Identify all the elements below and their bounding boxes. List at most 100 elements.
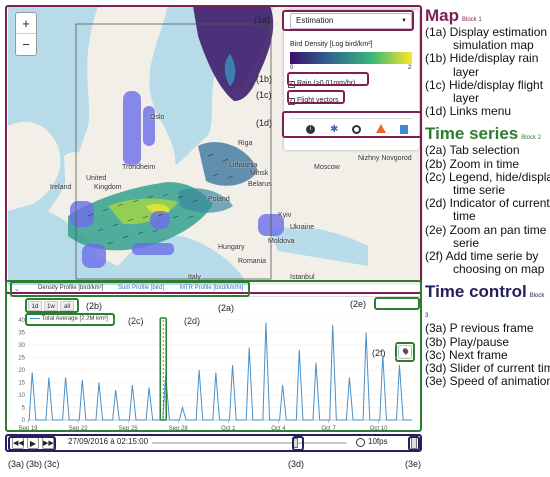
- x-tick-label: Sep 22: [69, 426, 89, 432]
- place-label: Riga: [238, 140, 253, 147]
- callout-2f-label: (2f): [372, 348, 386, 358]
- y-tick-label: 30: [18, 343, 25, 349]
- zoom-in-button[interactable]: +: [16, 13, 36, 34]
- collapse-chevron-icon[interactable]: ⌄: [14, 286, 20, 293]
- place-label: Kyiv: [278, 212, 292, 219]
- add-series-button[interactable]: [398, 345, 412, 359]
- callout-3a-box: [8, 436, 56, 451]
- description-line: serie: [453, 235, 480, 250]
- map-zoom-control: + −: [15, 12, 37, 56]
- timecontrol-section-heading: Time control: [425, 282, 527, 302]
- callout-2d-label: (2d): [184, 316, 201, 326]
- callout-2f-box: [395, 342, 415, 362]
- callout-1a-box: [282, 10, 414, 31]
- description-line: (2a) Tab selection: [425, 143, 520, 158]
- place-label: Italy: [188, 274, 201, 281]
- tab-density-profile[interactable]: Density Profile [bird/km²]: [38, 285, 104, 291]
- zoom-all-button[interactable]: all: [60, 301, 74, 311]
- zoom-out-button[interactable]: −: [22, 37, 30, 52]
- place-label: Nizhny Novgorod: [358, 155, 412, 162]
- place-label: United: [86, 175, 107, 182]
- x-tick-label: Sep 19: [18, 426, 38, 432]
- rain-toggle-label: Rain (>0.01mm/hr): [296, 80, 356, 87]
- description-line: (2d) Indicator of current: [425, 196, 550, 211]
- description-line: simulation map: [453, 38, 534, 53]
- series-line: [28, 322, 412, 421]
- time-slider-track[interactable]: [152, 438, 347, 448]
- flight-vectors-label: Flight vectors: [296, 97, 339, 104]
- callout-3c-label: (3c): [44, 459, 60, 469]
- legend-line-icon: [30, 317, 40, 319]
- place-label: Oslo: [150, 114, 165, 121]
- callout-1c-label: (1c): [256, 90, 272, 100]
- series-legend[interactable]: Total Average [2.2M km²]: [30, 316, 108, 322]
- x-tick-label: Oct 10: [370, 426, 388, 432]
- description-line: (1b) Hide/display rain: [425, 51, 539, 66]
- description-line: (1c) Hide/display flight: [425, 77, 544, 92]
- block-3-tag: Block 3: [425, 293, 545, 320]
- callout-3d-box: [292, 436, 304, 451]
- callout-3e-box: [408, 436, 420, 451]
- time-zoom-buttons: 1d 1w all: [28, 301, 76, 311]
- data-icon[interactable]: [400, 125, 408, 134]
- block-2-tag: Block 2: [521, 135, 541, 142]
- zoom-1d-button[interactable]: 1d: [28, 301, 42, 311]
- y-tick-label: 25: [18, 356, 25, 362]
- callout-2a-box: [10, 281, 250, 297]
- time-control-bar: ◀◀ ▶ ▶▶ 27/09/2016 à 02:15:00 10fps: [10, 436, 420, 450]
- callout-1d-label: (1d): [256, 118, 273, 128]
- callout-1c-box: [287, 90, 345, 104]
- description-line: (3b) Play/pause: [425, 334, 510, 349]
- callout-1b-box: [287, 72, 369, 86]
- place-label: Romania: [238, 258, 267, 265]
- place-label: Minsk: [250, 170, 269, 177]
- map-mode-value: Estimation: [296, 16, 334, 25]
- settings-icon[interactable]: ✱: [330, 124, 339, 135]
- description-line: (3a) P revious frame: [425, 321, 534, 336]
- density-colorbar: [290, 52, 412, 64]
- timeseries-description-list: (2a) Tab selection (2b) Zoom in time (2c) …: [425, 143, 550, 276]
- zoom-1w-button[interactable]: 1w: [44, 301, 58, 311]
- description-line: (2f) Add time serie by: [425, 249, 539, 264]
- density-legend-min: 0: [290, 65, 294, 71]
- x-tick-label: Oct 4: [271, 426, 286, 432]
- timecontrol-section-title: Time control Block 3: [425, 282, 549, 322]
- matlab-icon[interactable]: [376, 124, 386, 133]
- timeseries-section-title: Time series Block 2: [425, 124, 549, 144]
- map-controls-panel: Estimation ▼ Bird Density [Log bird/km²]…: [284, 10, 419, 150]
- description-line: (3e) Speed of animation: [425, 374, 550, 389]
- block-3-outline: [5, 434, 422, 452]
- y-tick-label: 0: [22, 418, 26, 424]
- description-line: time serie: [453, 183, 506, 198]
- tab-sum-profile[interactable]: Sum Profile [bird]: [118, 285, 165, 291]
- map-mode-select[interactable]: Estimation ▼: [290, 13, 412, 29]
- callout-1a-label: (1a): [254, 15, 271, 25]
- x-tick-label: Oct 7: [321, 426, 336, 432]
- description-line: layer: [453, 91, 480, 106]
- block-1-outline: [5, 5, 422, 294]
- info-icon[interactable]: i: [306, 125, 315, 134]
- time-series-chart[interactable]: 0 5 10 15 20 25 30 35 40 Sep 19 Sep 22 Sep 25 Sep 28…: [8, 312, 422, 432]
- description-line: (2e) Zoom an pan time: [425, 222, 547, 237]
- callout-2c-box: [25, 313, 115, 326]
- clock-icon: [356, 438, 365, 447]
- y-tick-label: 35: [18, 331, 25, 337]
- place-label: Istanbul: [290, 274, 315, 281]
- map-view[interactable]: Trondheim Oslo Riga Lithuania Belarus Mi…: [8, 6, 423, 285]
- place-label: Ukraine: [290, 224, 315, 231]
- animation-speed-value[interactable]: 10fps: [368, 437, 388, 446]
- place-label: Moldova: [268, 238, 295, 245]
- callout-3b-label: (3b): [26, 459, 43, 469]
- github-icon[interactable]: [352, 125, 361, 134]
- description-line: (3d) Slider of current time: [425, 361, 550, 376]
- place-label: Ireland: [50, 184, 72, 191]
- links-menu: i ✱: [290, 118, 412, 140]
- tab-mtr-profile[interactable]: MTR Profile [bird/km/hr]: [180, 285, 244, 291]
- description-line: (2b) Zoom in time: [425, 156, 520, 171]
- chevron-down-icon: ▼: [401, 18, 407, 24]
- x-tick-label: Sep 25: [119, 426, 139, 432]
- callout-3e-label: (3e): [405, 459, 422, 469]
- callout-2a-label: (2a): [218, 303, 235, 313]
- timecontrol-description-list: (3a) P revious frame (3b) Play/pause (3c) …: [425, 321, 550, 389]
